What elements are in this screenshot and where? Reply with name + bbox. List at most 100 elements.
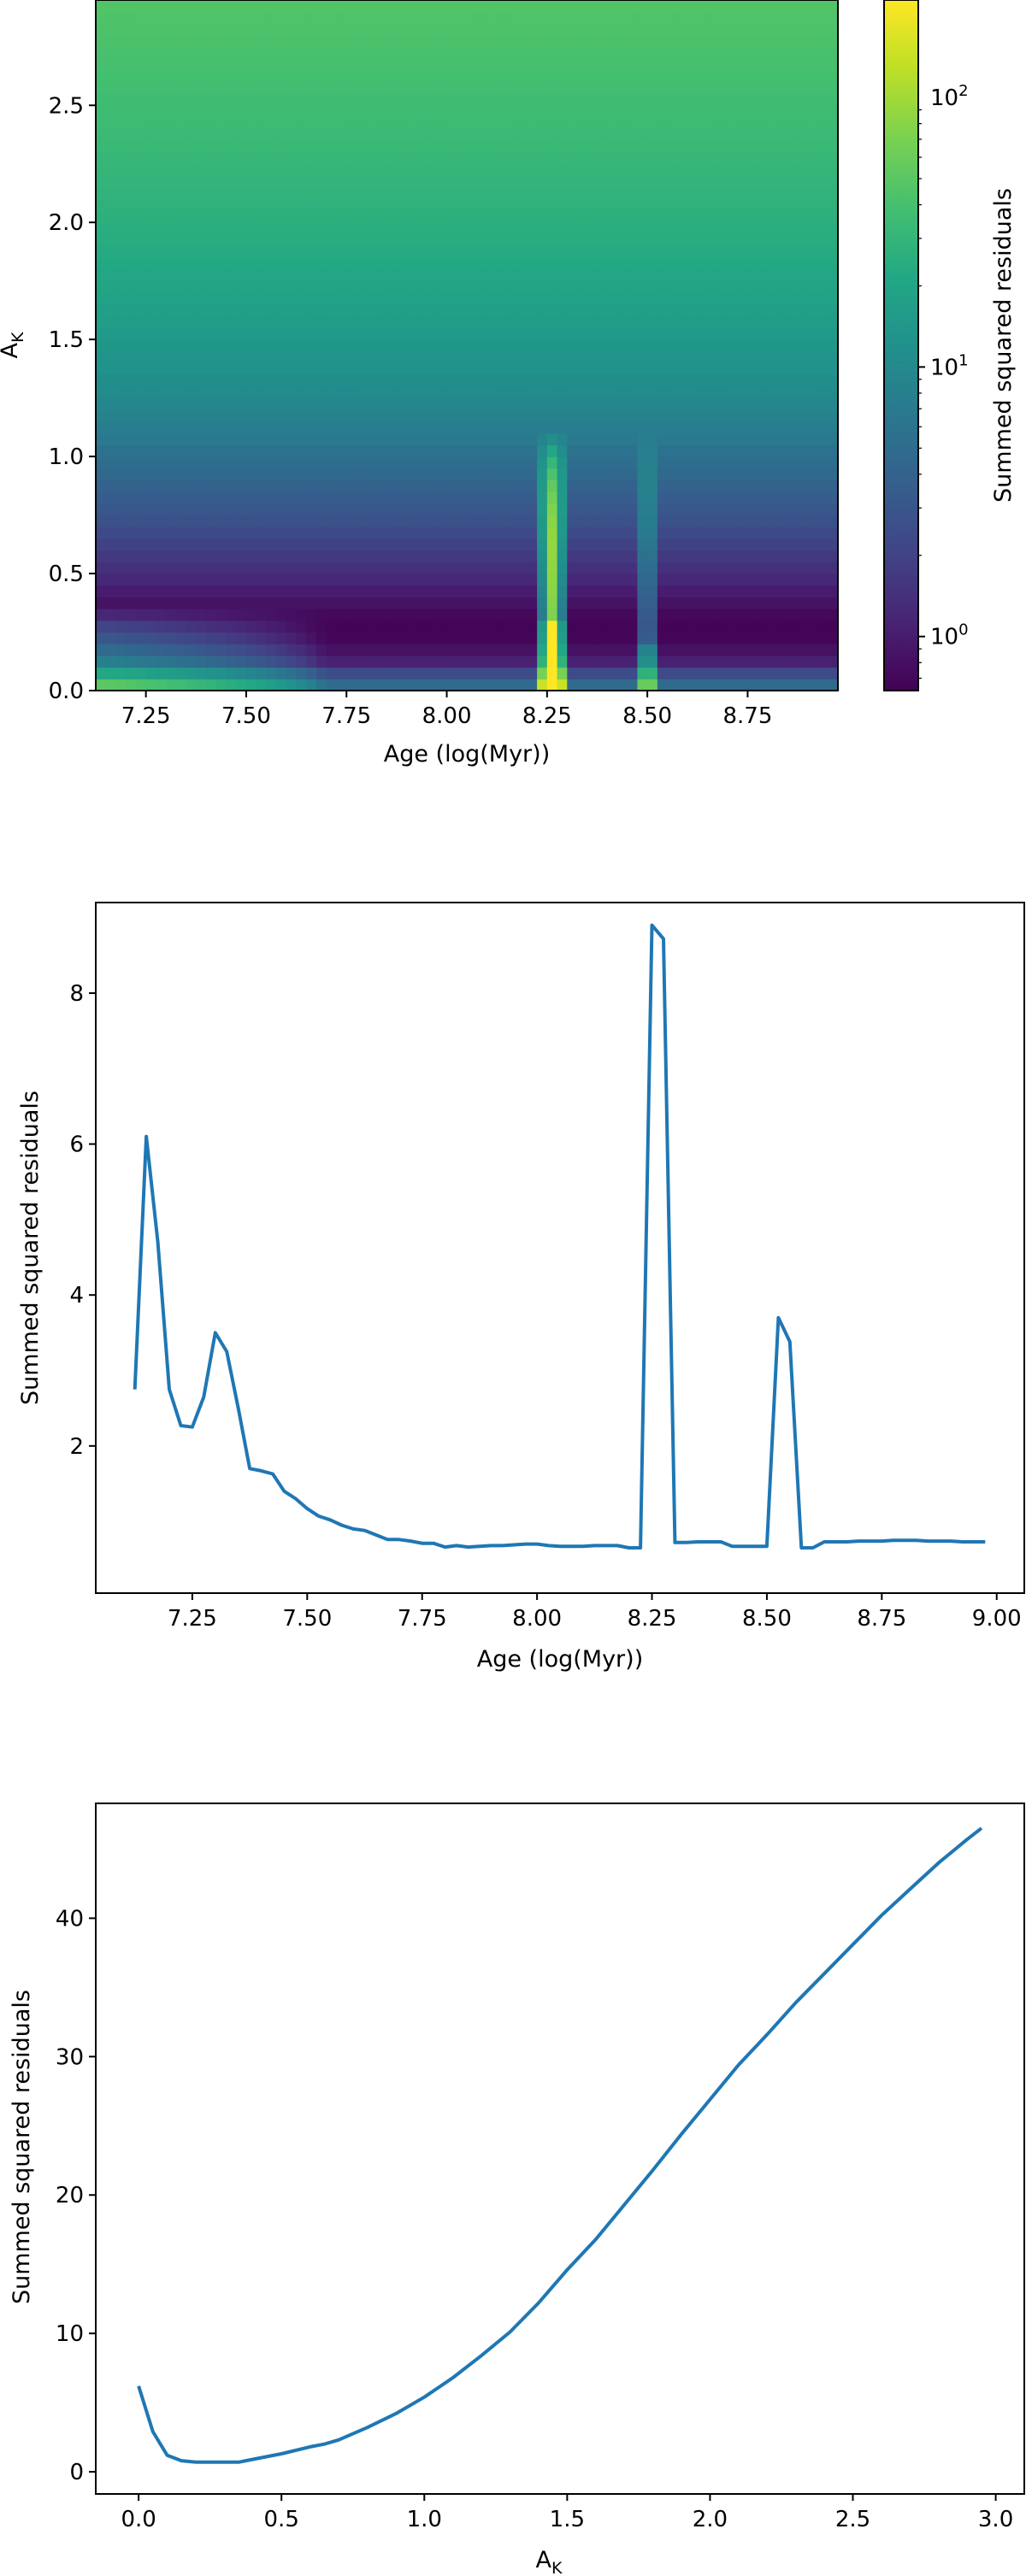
heatmap-cell bbox=[416, 210, 428, 223]
heatmap-cell bbox=[356, 245, 368, 258]
heatmap-cell bbox=[737, 46, 749, 60]
heatmap-cell bbox=[126, 58, 137, 71]
heatmap-cell bbox=[777, 116, 788, 130]
heatmap-cell bbox=[356, 116, 368, 130]
heatmap-cell bbox=[266, 585, 277, 598]
heatmap-cell bbox=[697, 222, 709, 235]
heatmap-cell bbox=[787, 632, 799, 644]
heatmap-cell bbox=[145, 93, 156, 106]
heatmap-cell bbox=[336, 479, 347, 492]
heatmap-cell bbox=[427, 562, 438, 574]
heatmap-cell bbox=[767, 432, 779, 445]
heatmap-cell bbox=[697, 644, 709, 656]
heatmap-cell bbox=[346, 70, 357, 83]
heatmap-cell bbox=[215, 81, 227, 95]
heatmap-cell bbox=[346, 444, 357, 457]
heatmap-cell bbox=[747, 573, 758, 586]
heatmap-cell bbox=[376, 421, 387, 434]
heatmap-cell bbox=[366, 620, 378, 633]
heatmap-cell bbox=[96, 280, 107, 293]
heatmap-cell bbox=[657, 128, 669, 141]
heatmap-cell bbox=[115, 140, 127, 153]
heatmap-cell bbox=[627, 550, 639, 562]
heatmap-cell bbox=[717, 70, 728, 83]
heatmap-cell bbox=[497, 667, 508, 679]
heatmap-cell bbox=[346, 456, 357, 469]
heatmap-cell bbox=[105, 503, 117, 516]
heatmap-y-tick-label: 2.0 bbox=[49, 210, 84, 236]
heatmap-cell bbox=[687, 397, 699, 410]
heatmap-cell bbox=[175, 198, 187, 212]
heatmap-cell bbox=[667, 175, 678, 188]
heatmap-cell bbox=[245, 609, 257, 621]
heatmap-cell bbox=[396, 327, 408, 340]
heatmap-cell bbox=[767, 105, 779, 118]
heatmap-cell bbox=[607, 163, 618, 177]
heatmap-cell bbox=[135, 46, 147, 60]
heatmap-cell bbox=[166, 46, 177, 60]
heatmap-cell bbox=[236, 468, 247, 481]
heatmap-cell bbox=[296, 597, 307, 609]
heatmap-cell bbox=[105, 23, 117, 36]
heatmap-cell bbox=[145, 163, 156, 177]
heatmap-cell bbox=[637, 620, 648, 633]
heatmap-cell bbox=[787, 409, 799, 422]
heatmap-cell bbox=[737, 350, 749, 364]
heatmap-cell bbox=[126, 268, 137, 282]
heatmap-cell bbox=[166, 655, 177, 668]
heatmap-cell bbox=[396, 444, 408, 457]
heatmap-cell bbox=[758, 503, 769, 516]
heatmap-cell bbox=[476, 550, 488, 562]
heatmap-cell bbox=[597, 585, 608, 598]
heatmap-cell bbox=[376, 11, 387, 24]
heatmap-cell bbox=[245, 644, 257, 656]
heatmap-cell bbox=[446, 11, 457, 24]
heatmap-cell bbox=[587, 538, 598, 551]
heatmap-cell bbox=[537, 597, 548, 609]
heatmap-cell bbox=[787, 585, 799, 598]
heatmap-cell bbox=[737, 280, 749, 293]
heatmap-cell bbox=[527, 468, 538, 481]
heatmap-cell bbox=[467, 152, 478, 165]
heatmap-cell bbox=[416, 362, 428, 375]
heatmap-cell bbox=[667, 105, 678, 118]
heatmap-cell bbox=[105, 58, 117, 71]
heatmap-cell bbox=[126, 0, 137, 13]
heatmap-cell bbox=[376, 58, 387, 71]
heatmap-cell bbox=[798, 81, 809, 95]
heatmap-cell bbox=[226, 655, 237, 668]
heatmap-cell bbox=[607, 667, 618, 679]
heatmap-cell bbox=[286, 573, 298, 586]
heatmap-cell bbox=[476, 128, 488, 141]
heatmap-cell bbox=[446, 468, 457, 481]
heatmap-cell bbox=[717, 550, 728, 562]
heatmap-cell bbox=[587, 397, 598, 410]
heatmap-cell bbox=[467, 70, 478, 83]
heatmap-cell bbox=[597, 620, 608, 633]
heatmap-cell bbox=[476, 35, 488, 48]
heatmap-cell bbox=[707, 11, 718, 24]
heatmap-cell bbox=[486, 538, 498, 551]
heatmap-cell bbox=[476, 105, 488, 118]
heatmap-cell bbox=[476, 152, 488, 165]
heatmap-cell bbox=[126, 385, 137, 399]
heatmap-cell bbox=[527, 550, 538, 562]
heatmap-cell bbox=[96, 609, 107, 621]
heatmap-cell bbox=[436, 315, 448, 329]
heatmap-cell bbox=[758, 585, 769, 598]
heatmap-cell bbox=[245, 11, 257, 24]
heatmap-cell bbox=[406, 679, 417, 691]
heatmap-cell bbox=[416, 421, 428, 434]
colorbar-tick-label: 101 bbox=[930, 351, 969, 380]
heatmap-cell bbox=[256, 210, 268, 223]
heatmap-cell bbox=[316, 479, 327, 492]
heatmap-cell bbox=[737, 70, 749, 83]
heatmap-cell bbox=[497, 280, 508, 293]
heatmap-cell bbox=[396, 468, 408, 481]
heatmap-cell bbox=[286, 152, 298, 165]
heatmap-cell bbox=[616, 374, 628, 387]
heatmap-cell bbox=[196, 491, 207, 504]
heatmap-cell bbox=[707, 362, 718, 375]
heatmap-cell bbox=[406, 573, 417, 586]
